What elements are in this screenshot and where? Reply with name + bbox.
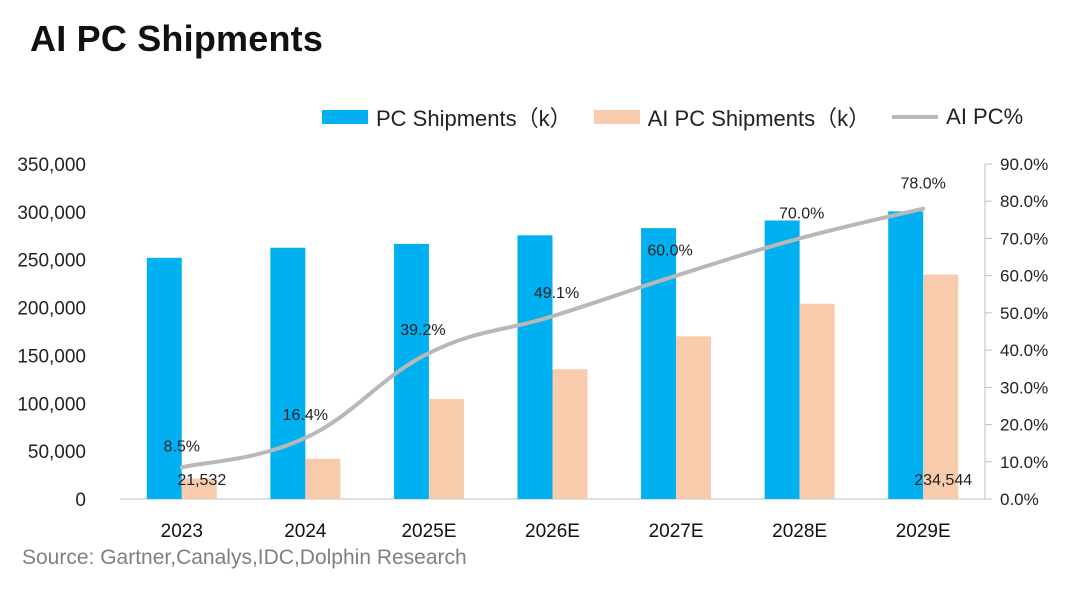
x-axis-category-label: 2028E	[772, 521, 827, 542]
bar-pc-shipments	[270, 247, 306, 499]
bar-ai-pc-shipments	[676, 336, 712, 499]
x-axis-category-label: 2023	[161, 521, 203, 542]
ai-pc-pct-data-label: 70.0%	[779, 205, 824, 222]
bar-pc-shipments	[517, 235, 553, 500]
right-axis-tick-label: 0.0%	[1000, 490, 1039, 509]
chart-title: AI PC Shipments	[30, 18, 324, 59]
bar-pc-shipments	[888, 211, 924, 499]
left-axis-tick-label: 0	[75, 490, 86, 511]
right-axis-tick-label: 50.0%	[1000, 304, 1048, 323]
left-axis-tick-label: 300,000	[17, 203, 86, 224]
left-axis-tick-label: 350,000	[17, 155, 86, 176]
x-axis-category-label: 2025E	[401, 521, 456, 542]
left-axis-tick-label: 150,000	[17, 346, 86, 367]
right-axis-tick-label: 60.0%	[1000, 267, 1048, 286]
legend-label-pc: PC Shipments（k）	[376, 106, 572, 131]
legend-item-ai-pc-pct: AI PC%	[892, 104, 1023, 130]
legend-label-ai-pc: AI PC Shipments（k）	[647, 106, 871, 131]
right-axis-tick-label: 70.0%	[1000, 229, 1048, 248]
ai-pc-pct-data-label: 49.1%	[534, 285, 579, 302]
left-axis-tick-label: 250,000	[17, 251, 86, 272]
ai-pc-pct-data-label: 8.5%	[164, 438, 200, 455]
right-axis-tick-label: 30.0%	[1000, 378, 1048, 397]
bar-pc-shipments	[641, 228, 677, 499]
legend-swatch-ai-pc-pct	[892, 115, 939, 119]
ai-pc-pct-data-label: 39.2%	[400, 322, 445, 339]
bar-ai-pc-shipments	[552, 369, 588, 499]
ai-pc-bar-data-label-first: 21,532	[177, 472, 226, 489]
ai-pc-pct-data-label: 60.0%	[647, 243, 692, 260]
legend-swatch-pc	[322, 110, 368, 124]
ai-pc-pct-line	[179, 206, 926, 470]
right-axis-tick-label: 90.0%	[1000, 155, 1048, 174]
right-axis-tick-label: 10.0%	[1000, 453, 1048, 472]
left-axis-tick-label: 50,000	[28, 442, 86, 463]
bar-ai-pc-shipments	[799, 303, 835, 499]
source-note: Source: Gartner,Canalys,IDC,Dolphin Rese…	[22, 546, 467, 569]
bar-ai-pc-shipments	[923, 274, 959, 499]
legend-swatch-ai-pc	[593, 110, 640, 124]
ai-pc-pct-data-label: 78.0%	[901, 176, 946, 193]
ai-pc-pct-data-label: 16.4%	[283, 407, 328, 424]
bar-ai-pc-shipments	[181, 478, 217, 499]
bar-pc-shipments	[764, 220, 800, 499]
right-axis-tick-label: 80.0%	[1000, 192, 1048, 211]
legend-item-ai-pc: AI PC Shipments（k）	[593, 101, 871, 133]
x-axis-category-label: 2026E	[525, 521, 580, 542]
x-axis-category-label: 2024	[284, 521, 327, 542]
x-axis-category-label: 2029E	[896, 521, 951, 542]
legend-label-ai-pc-pct: AI PC%	[946, 104, 1024, 129]
bar-ai-pc-shipments	[428, 398, 464, 499]
right-axis-tick-label: 40.0%	[1000, 341, 1048, 360]
legend-item-pc: PC Shipments（k）	[322, 101, 572, 133]
ai-pc-bar-data-label-last: 234,544	[914, 472, 972, 489]
bar-ai-pc-shipments	[305, 458, 341, 499]
right-axis-tick-label: 20.0%	[1000, 416, 1048, 435]
x-axis-category-label: 2027E	[649, 521, 704, 542]
legend: PC Shipments（k） AI PC Shipments（k） AI PC…	[322, 101, 1045, 133]
bar-pc-shipments	[146, 257, 182, 499]
left-axis-tick-label: 200,000	[17, 299, 86, 320]
left-axis-tick-label: 100,000	[17, 394, 86, 415]
